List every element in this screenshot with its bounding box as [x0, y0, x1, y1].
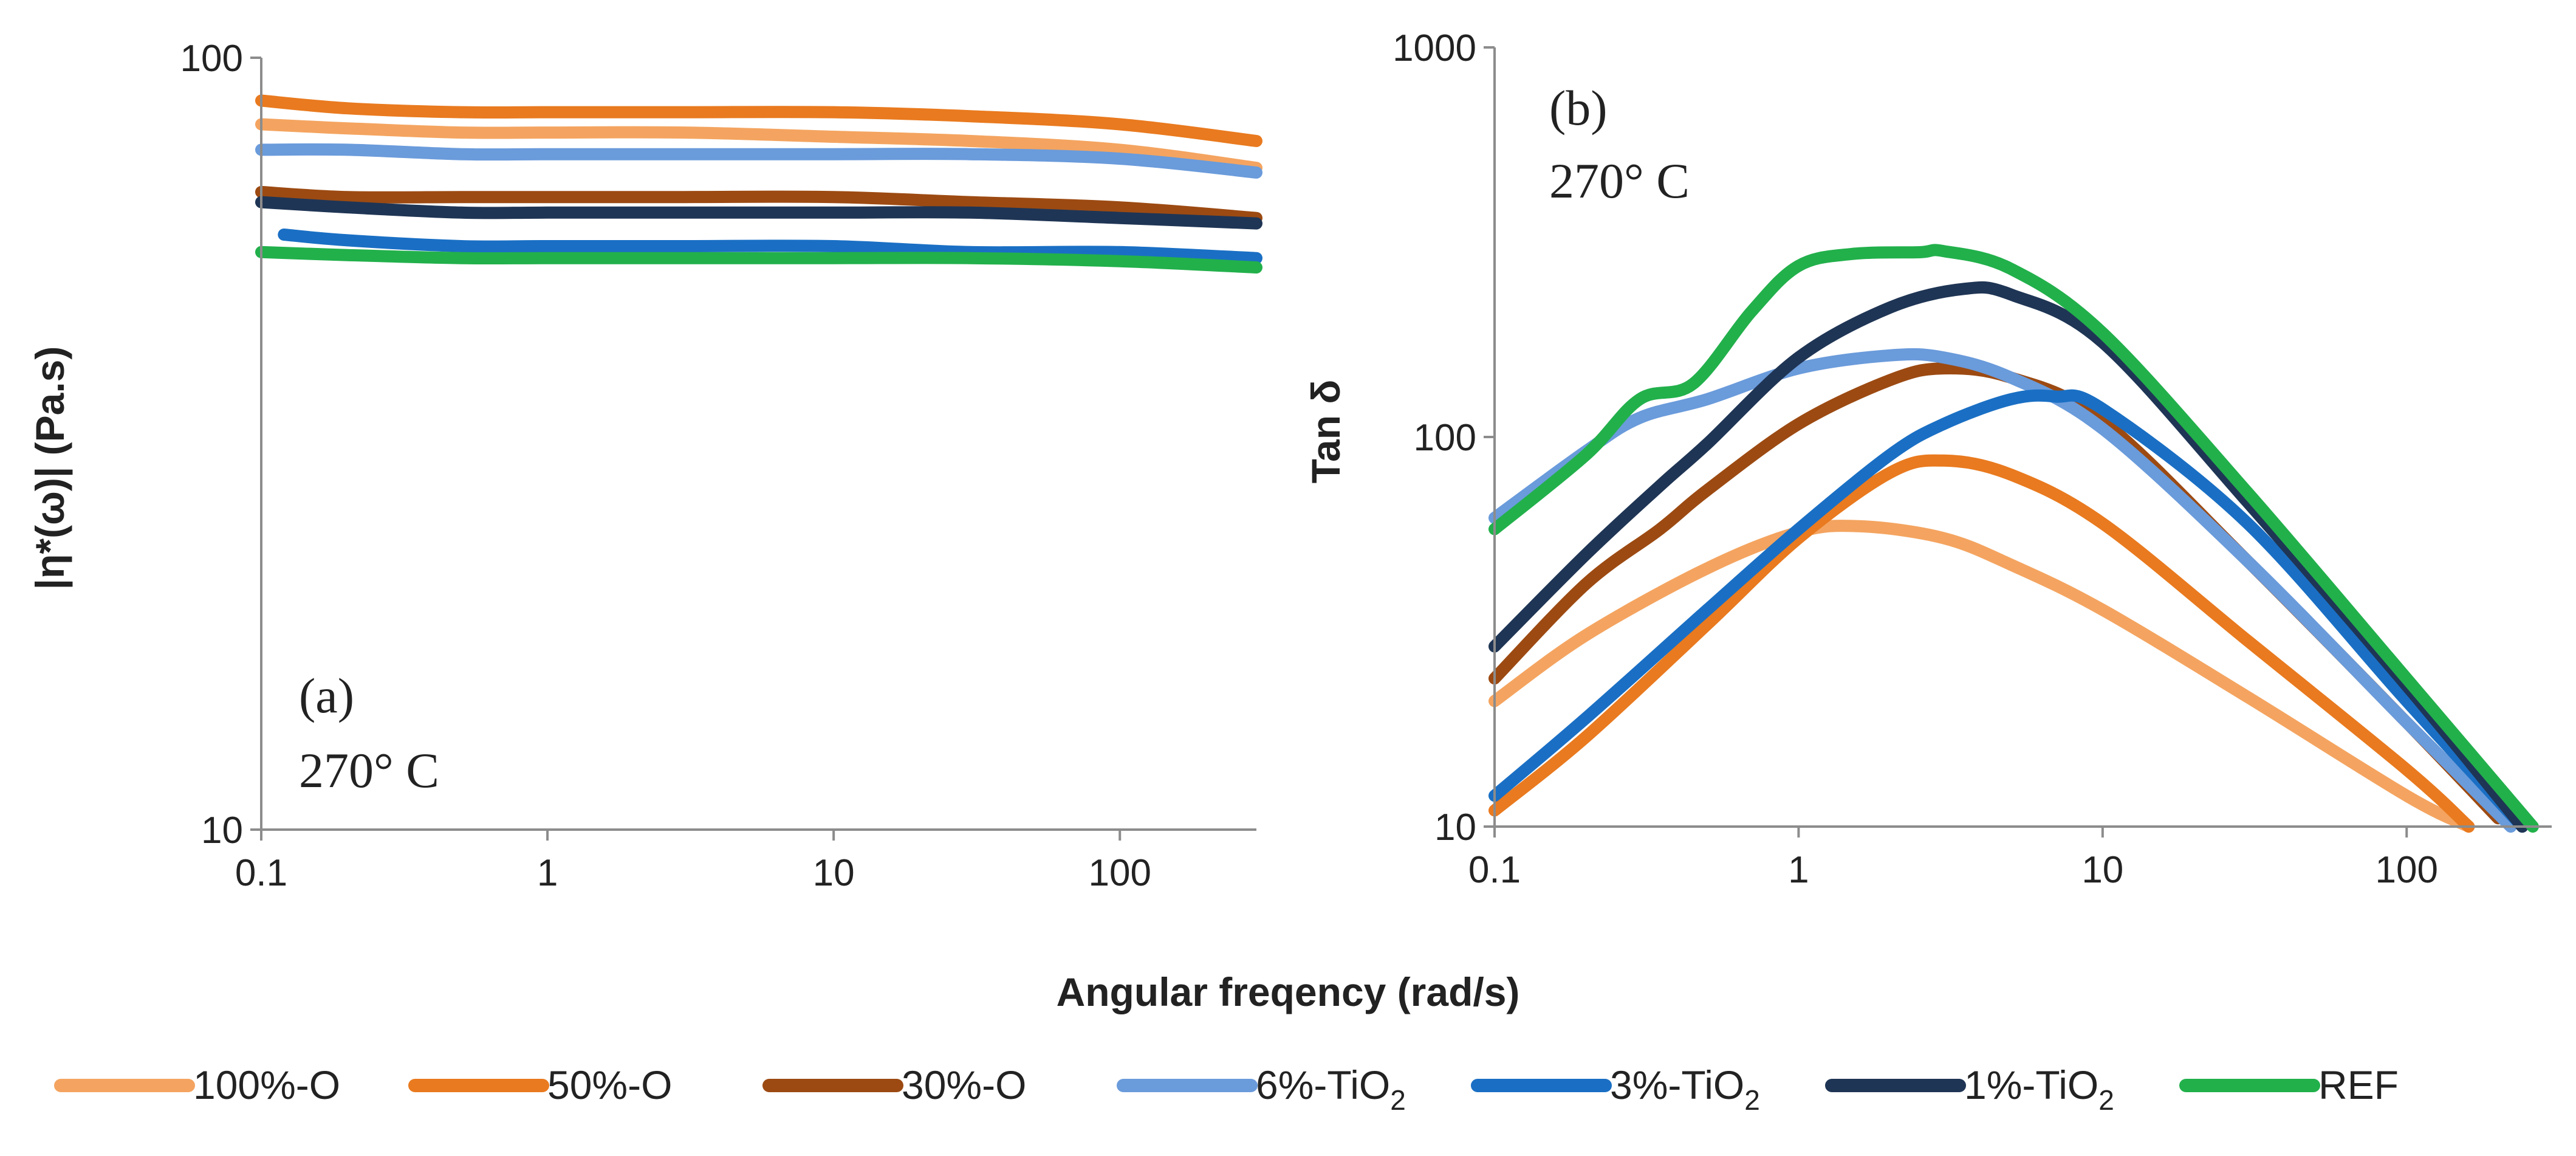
panel-a-series-ref	[255, 246, 1262, 274]
panel-a-series-50-o	[255, 94, 1262, 147]
panel-a-x-tick-label: 0.1	[235, 852, 287, 894]
panel-a-ticks: 0.1 1 10 100 10 100	[180, 38, 1151, 894]
legend-label: 100%-O	[193, 1062, 340, 1107]
panel-a-y-tick-label: 10	[201, 810, 243, 852]
panel-b-y-tick-label: 10	[1434, 807, 1476, 848]
panel-a-series-3-tio2	[278, 229, 1262, 264]
panel-b-temperature: 270° C	[1549, 153, 1690, 208]
panel-b-series-3-tio2	[1488, 389, 2529, 833]
panel-b-series-50-o	[1488, 454, 2475, 833]
panel-a-series-100-o	[255, 118, 1262, 174]
panel-b-y-tick-label: 100	[1414, 417, 1476, 459]
legend-label: 6%-TiO2	[1256, 1062, 1406, 1116]
panel-a-series-30-o	[255, 185, 1262, 224]
legend: 100%-O 50%-O 30%-O 6%-TiO2 3%-TiO2 1%-TiO2 REF	[54, 1062, 2399, 1116]
panel-b-ylabel: Tan δ	[1303, 380, 1348, 484]
panel-b-series-6-tio2	[1488, 348, 2517, 833]
shared-xlabel: Angular freqency (rad/s)	[1057, 969, 1520, 1014]
panel-b-x-tick-label: 100	[2376, 849, 2438, 891]
panel-b-y-tick-label: 1000	[1392, 27, 1476, 69]
panel-a-label: (a)	[299, 668, 354, 723]
panel-a-axes	[260, 58, 1256, 831]
panel-b-ticks: 0.1 1 10 100 10 100 1000	[1392, 27, 2438, 891]
legend-label: 30%-O	[902, 1062, 1026, 1107]
panel-a-x-tick-label: 1	[537, 852, 558, 894]
panel-b-series-30-o	[1488, 362, 2504, 825]
panel-a-series-6-tio2	[255, 143, 1262, 179]
panel-a-temperature: 270° C	[299, 743, 439, 798]
panel-b-series-100-o	[1488, 520, 2475, 833]
legend-label: 3%-TiO2	[1610, 1062, 1760, 1116]
panel-a-x-tick-label: 100	[1089, 852, 1151, 894]
panel-a: 0.1 1 10 100 10 100 (a) 270° C |η*(ω)| (Pa.s)	[27, 38, 1262, 894]
panel-b-x-tick-label: 10	[2081, 849, 2123, 891]
panel-a-series-1-tio2	[255, 196, 1262, 230]
panel-b-x-tick-label: 0.1	[1468, 849, 1521, 891]
panel-b: 0.1 1 10 100 10 100 1000 (b) 270° C Tan δ	[1303, 27, 2552, 891]
legend-label: 1%-TiO2	[1964, 1062, 2114, 1116]
panel-a-series	[255, 94, 1262, 274]
panel-b-label: (b)	[1549, 80, 1608, 136]
panel-b-series-ref	[1488, 244, 2539, 833]
panel-b-x-tick-label: 1	[1788, 849, 1809, 891]
legend-label: REF	[2318, 1062, 2399, 1107]
panel-b-series	[1488, 244, 2539, 833]
panel-a-y-tick-label: 100	[180, 38, 243, 80]
panel-a-ylabel: |η*(ω)| (Pa.s)	[27, 346, 74, 590]
legend-label: 50%-O	[547, 1062, 672, 1107]
panel-a-x-tick-label: 10	[813, 852, 855, 894]
